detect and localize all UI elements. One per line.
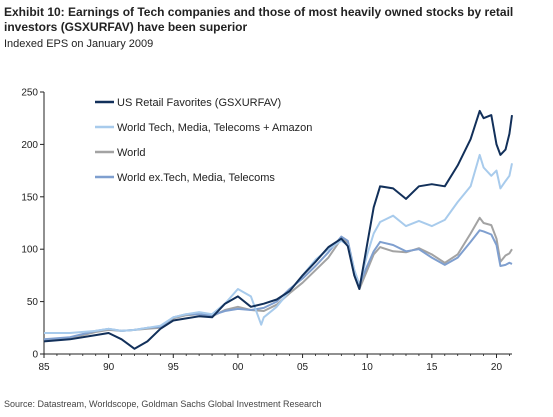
legend-label: World: [117, 147, 146, 159]
x-tick-label: 15: [426, 362, 438, 373]
x-tick-label: 90: [103, 362, 115, 373]
y-tick-label: 0: [32, 350, 38, 361]
x-tick-label: 00: [232, 362, 244, 373]
chart-title: Exhibit 10: Earnings of Tech companies a…: [4, 5, 514, 34]
x-tick-label: 95: [168, 362, 180, 373]
chart-subtitle: Indexed EPS on January 2009: [4, 38, 154, 50]
y-tick-label: 100: [21, 245, 38, 256]
y-tick-label: 150: [21, 192, 38, 203]
series-line-world-ex-tech-media-telecoms: [43, 229, 513, 341]
y-tick-label: 200: [21, 140, 38, 151]
x-tick-label: 05: [297, 362, 309, 373]
y-tick-label: 50: [27, 297, 39, 308]
y-tick-label: 250: [21, 88, 38, 99]
x-tick-label: 10: [362, 362, 374, 373]
plot-area: [43, 109, 513, 350]
legend-label: World Tech, Media, Telecoms + Amazon: [117, 122, 312, 134]
chart-legend: US Retail Favorites (GSXURFAV) World Tech…: [95, 97, 312, 184]
legend-label: US Retail Favorites (GSXURFAV): [117, 97, 281, 109]
series-line-world: [43, 216, 513, 342]
source-note: Source: Datastream, Worldscope, Goldman …: [4, 399, 322, 409]
x-tick-label: 20: [491, 362, 503, 373]
x-tick-label: 85: [38, 362, 50, 373]
series-line-us-retail-favorites-gsxurfav: [43, 109, 513, 350]
legend-label: World ex.Tech, Media, Telecoms: [117, 172, 275, 184]
chart-axes: 0 50 100 150 200 250 85 90 95 00 05 10 15 20: [21, 88, 512, 373]
series-line-world-tech-media-telecoms-amazon: [44, 153, 513, 334]
